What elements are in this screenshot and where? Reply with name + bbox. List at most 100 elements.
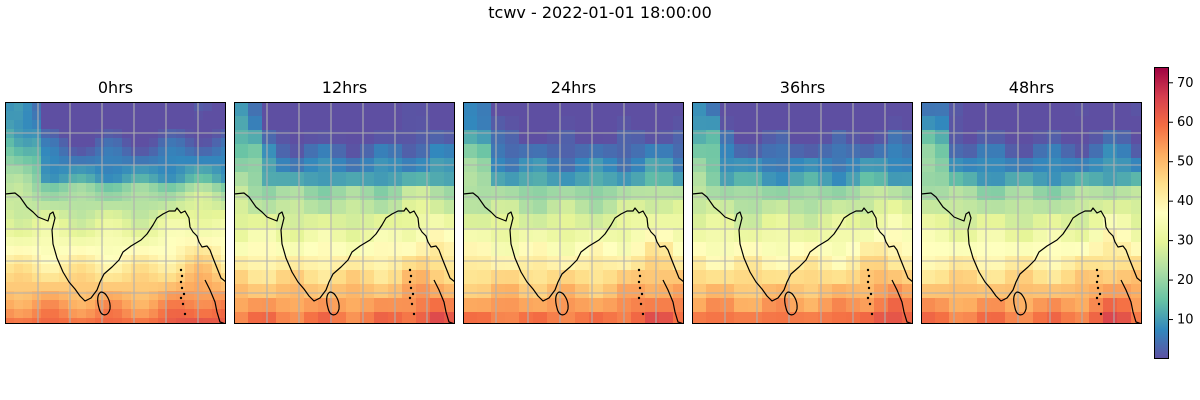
heatmap-cell bbox=[1047, 130, 1062, 145]
heatmap-cell bbox=[248, 214, 263, 229]
heatmap-cell bbox=[720, 102, 735, 117]
heatmap-cell bbox=[95, 102, 105, 112]
heatmap-cell bbox=[860, 298, 875, 313]
heatmap-cell bbox=[5, 300, 15, 310]
heatmap-cell bbox=[1103, 242, 1118, 257]
heatmap-cell bbox=[519, 130, 534, 145]
heatmap-cell bbox=[131, 174, 141, 184]
heatmap-cell bbox=[304, 144, 319, 159]
heatmap-cell bbox=[776, 144, 791, 159]
heatmap-cell bbox=[158, 264, 168, 274]
heatmap-cell bbox=[332, 256, 347, 271]
heatmap-cell bbox=[77, 246, 87, 256]
heatmap-cell bbox=[346, 186, 361, 201]
heatmap-cell bbox=[734, 312, 749, 324]
heatmap-cell bbox=[935, 242, 950, 257]
heatmap-cell bbox=[1131, 200, 1142, 215]
heatmap-cell bbox=[290, 284, 305, 299]
heatmap-cell bbox=[589, 116, 604, 131]
heatmap-cell bbox=[949, 200, 964, 215]
heatmap-cell bbox=[50, 210, 60, 220]
heatmap-cell bbox=[519, 298, 534, 313]
heatmap-cell bbox=[14, 111, 24, 121]
heatmap-cell bbox=[203, 318, 213, 324]
heatmap-cell bbox=[935, 116, 950, 131]
heatmap-cell bbox=[561, 228, 576, 243]
heatmap-cell bbox=[463, 116, 478, 131]
heatmap-cell bbox=[477, 116, 492, 131]
heatmap-cell bbox=[140, 318, 150, 324]
heatmap-cell bbox=[149, 237, 159, 247]
heatmap-cell bbox=[77, 210, 87, 220]
heatmap-cell bbox=[477, 312, 492, 324]
heatmap-cell bbox=[346, 242, 361, 257]
heatmap-cell bbox=[416, 242, 431, 257]
heatmap-cell bbox=[491, 116, 506, 131]
heatmap-cell bbox=[1005, 172, 1020, 187]
heatmap-cell bbox=[430, 130, 445, 145]
heatmap-cell bbox=[41, 246, 51, 256]
heatmap-cell bbox=[776, 256, 791, 271]
heatmap-cell bbox=[276, 228, 291, 243]
heatmap-cell bbox=[1019, 172, 1034, 187]
heatmap-cell bbox=[50, 309, 60, 319]
heatmap-cell bbox=[575, 144, 590, 159]
heatmap-cell bbox=[50, 174, 60, 184]
heatmap-cell bbox=[505, 186, 520, 201]
heatmap-cell bbox=[14, 291, 24, 301]
heatmap-cell bbox=[221, 120, 226, 130]
heatmap-cell bbox=[491, 228, 506, 243]
heatmap-cell bbox=[41, 156, 51, 166]
heatmap-cell bbox=[14, 201, 24, 211]
heatmap-cell bbox=[491, 284, 506, 299]
island bbox=[638, 274, 642, 278]
heatmap-cell bbox=[95, 174, 105, 184]
heatmap-cell bbox=[176, 156, 186, 166]
heatmap-cell bbox=[706, 116, 721, 131]
heatmap-cell bbox=[203, 255, 213, 265]
heatmap-cell bbox=[203, 309, 213, 319]
heatmap-cell bbox=[176, 273, 186, 283]
heatmap-cell bbox=[603, 242, 618, 257]
heatmap-cell bbox=[790, 256, 805, 271]
heatmap-cell bbox=[463, 172, 478, 187]
heatmap-cell bbox=[734, 200, 749, 215]
heatmap-cell bbox=[589, 242, 604, 257]
heatmap-cell bbox=[444, 312, 455, 324]
heatmap-cell bbox=[734, 116, 749, 131]
heatmap-cell bbox=[360, 284, 375, 299]
heatmap-cell bbox=[346, 172, 361, 187]
heatmap-cell bbox=[212, 147, 222, 157]
heatmap-cell bbox=[194, 228, 204, 238]
heatmap-cell bbox=[692, 144, 707, 159]
heatmap-cell bbox=[860, 144, 875, 159]
heatmap-cell bbox=[290, 144, 305, 159]
heatmap-cell bbox=[176, 300, 186, 310]
island bbox=[411, 292, 415, 296]
heatmap-cell bbox=[734, 130, 749, 145]
heatmap-cell bbox=[589, 284, 604, 299]
heatmap-cell bbox=[104, 129, 114, 139]
heatmap-cell bbox=[194, 174, 204, 184]
heatmap-cell bbox=[262, 200, 277, 215]
heatmap-cell bbox=[41, 210, 51, 220]
heatmap-cell bbox=[14, 246, 24, 256]
heatmap-cell bbox=[430, 200, 445, 215]
heatmap-cell bbox=[86, 273, 96, 283]
heatmap-cell bbox=[360, 312, 375, 324]
heatmap-cell bbox=[430, 214, 445, 229]
heatmap-cell bbox=[603, 116, 618, 131]
heatmap-cell bbox=[402, 116, 417, 131]
heatmap-cell bbox=[203, 138, 213, 148]
heatmap-cell bbox=[921, 312, 936, 324]
heatmap-cell bbox=[194, 156, 204, 166]
heatmap-cell bbox=[5, 228, 15, 238]
heatmap-cell bbox=[902, 242, 913, 257]
heatmap-cell bbox=[790, 200, 805, 215]
heatmap-cell bbox=[122, 138, 132, 148]
heatmap-cell bbox=[921, 214, 936, 229]
heatmap-cell bbox=[50, 165, 60, 175]
heatmap-cell bbox=[167, 183, 177, 193]
heatmap-cell bbox=[167, 210, 177, 220]
heatmap-cell bbox=[673, 270, 684, 285]
